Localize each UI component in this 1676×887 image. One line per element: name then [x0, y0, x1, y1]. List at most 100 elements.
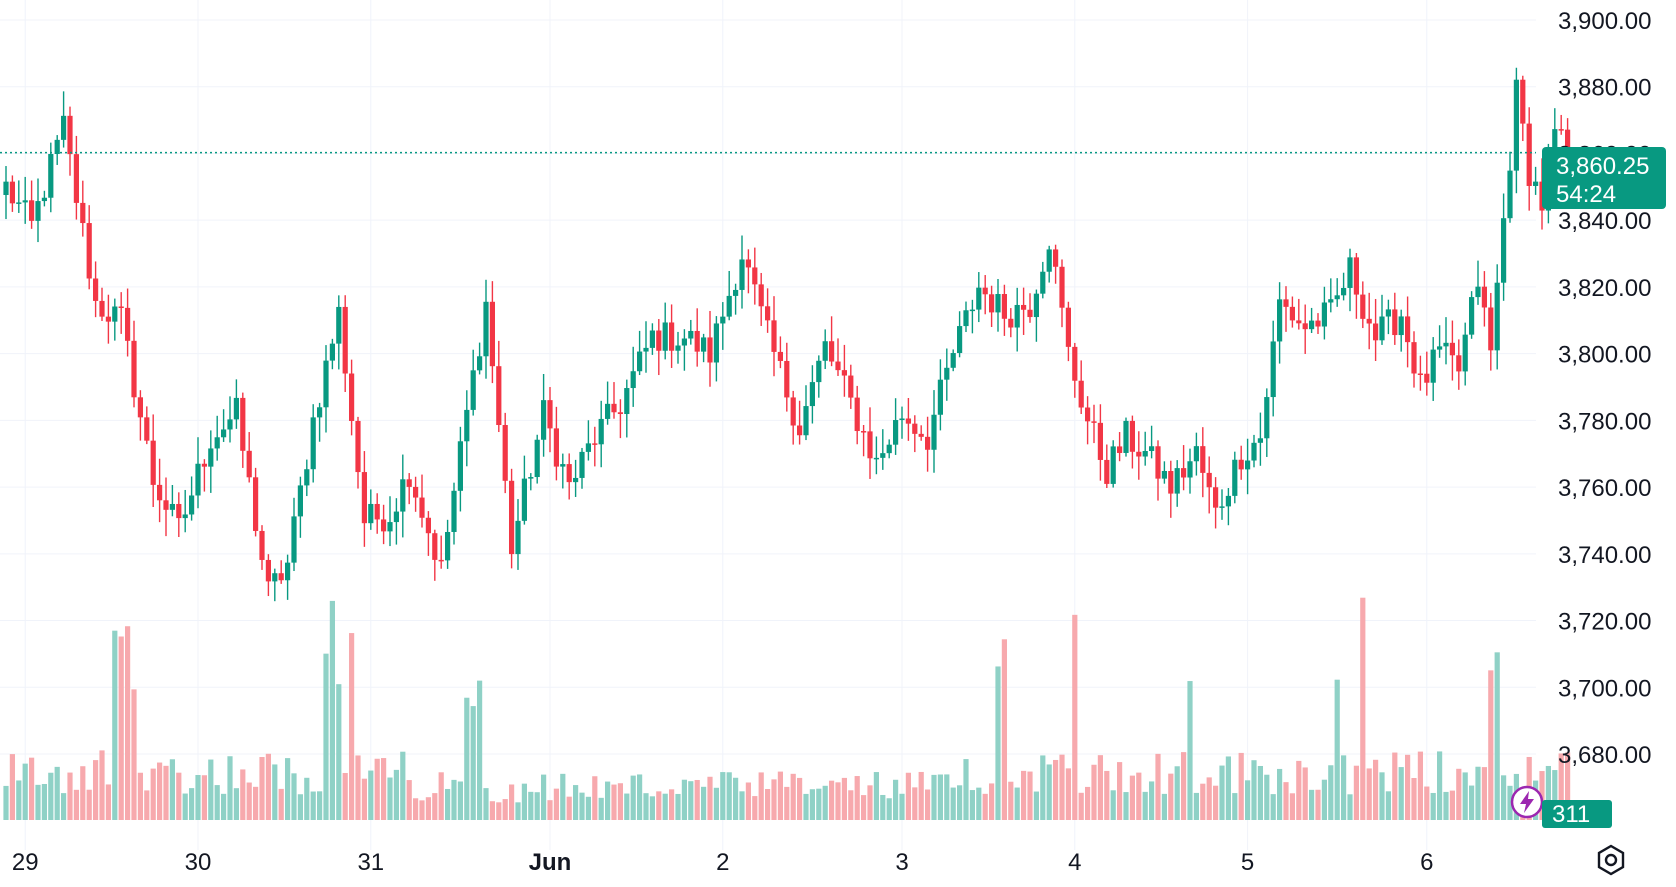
chart-settings-icon[interactable]	[1594, 843, 1628, 877]
candle	[1206, 456, 1212, 514]
candle	[1251, 434, 1257, 468]
volume-bar	[1008, 781, 1014, 820]
volume-bar	[509, 784, 515, 820]
candle	[1155, 440, 1161, 501]
volume-bar	[1059, 754, 1065, 820]
candle	[899, 406, 905, 439]
volume-bar	[848, 790, 854, 820]
candle	[1488, 292, 1494, 371]
candle	[1021, 287, 1027, 335]
candle	[355, 416, 361, 489]
volume-bar	[1193, 792, 1199, 820]
volume-bar	[579, 792, 585, 820]
volume-bar	[681, 779, 687, 820]
volume-bar	[176, 772, 182, 820]
candle	[425, 511, 431, 556]
candle	[1449, 320, 1455, 381]
candle	[931, 390, 937, 473]
candle	[707, 310, 713, 387]
volume-bar	[1494, 652, 1500, 820]
candle	[560, 453, 566, 489]
volume-bar	[918, 771, 924, 820]
candle	[144, 406, 150, 445]
candle	[1296, 298, 1302, 330]
candle	[893, 398, 899, 455]
lightning-icon[interactable]	[1510, 785, 1544, 819]
volume-bar	[1411, 778, 1417, 820]
volume-badge: 311	[1542, 800, 1612, 828]
countdown-label: 54:24	[1556, 181, 1617, 208]
volume-bar	[733, 777, 739, 820]
candle	[528, 473, 534, 491]
volume-bar	[1552, 770, 1558, 820]
candle	[1072, 342, 1078, 398]
volume-bar	[649, 796, 655, 820]
y-axis[interactable]: 3,900.003,880.003,860.003,840.003,820.00…	[1558, 8, 1651, 769]
candle	[1302, 304, 1308, 354]
candle	[969, 299, 975, 334]
volume-bar	[1033, 791, 1039, 820]
candle	[726, 270, 732, 321]
candle	[483, 279, 489, 379]
volume-bar	[137, 772, 143, 820]
candle	[477, 342, 483, 375]
candle	[349, 359, 355, 436]
candle	[1283, 286, 1289, 332]
candle	[681, 329, 687, 371]
volume-bar	[976, 787, 982, 820]
volume-bar	[381, 758, 387, 820]
candle	[1097, 404, 1103, 481]
candle	[1341, 272, 1347, 301]
candle	[1174, 460, 1180, 507]
candle	[739, 235, 745, 309]
candle	[214, 415, 220, 461]
candle	[137, 390, 143, 441]
volume-bar	[694, 779, 700, 820]
candle	[1270, 320, 1276, 417]
y-tick-label: 3,900.00	[1558, 8, 1651, 35]
candle	[445, 519, 451, 569]
candle	[880, 429, 886, 470]
volume-bar	[144, 790, 150, 820]
candle	[387, 496, 393, 547]
candle	[1181, 445, 1187, 491]
volume-bar	[297, 794, 303, 820]
volume-bar	[669, 789, 675, 820]
volume-bar	[489, 801, 495, 820]
candle	[1085, 396, 1091, 445]
volume-bars	[3, 597, 1571, 820]
volume-bar	[829, 780, 835, 820]
volume-bar	[1257, 765, 1263, 820]
volume-bar	[745, 782, 751, 820]
x-axis[interactable]: 29 30 31 Jun 2 3 4 5 6	[12, 849, 1434, 876]
volume-bar	[707, 776, 713, 820]
volume-label: 311	[1552, 801, 1591, 828]
candle	[163, 477, 169, 537]
candle	[304, 459, 310, 497]
volume-bar	[125, 626, 131, 820]
candle	[982, 275, 988, 315]
volume-bar	[323, 653, 329, 820]
volume-bar	[637, 774, 643, 820]
volume-bar	[1507, 785, 1513, 820]
volume-bar	[675, 793, 681, 820]
volume-bar	[1405, 754, 1411, 820]
candle	[157, 458, 163, 523]
candle	[253, 467, 259, 537]
volume-bar	[963, 759, 969, 820]
candlesticks	[3, 67, 1571, 602]
volume-bar	[1238, 752, 1244, 820]
candle	[1526, 107, 1532, 211]
candle	[765, 288, 771, 333]
candle	[777, 336, 783, 369]
volume-bar	[457, 781, 463, 820]
candle	[547, 387, 553, 453]
volume-bar	[214, 785, 220, 820]
volume-bar	[1360, 597, 1366, 820]
candle	[688, 319, 694, 345]
candle	[1315, 313, 1321, 334]
x-tick-label: 4	[1068, 849, 1081, 876]
candle	[1142, 431, 1148, 466]
